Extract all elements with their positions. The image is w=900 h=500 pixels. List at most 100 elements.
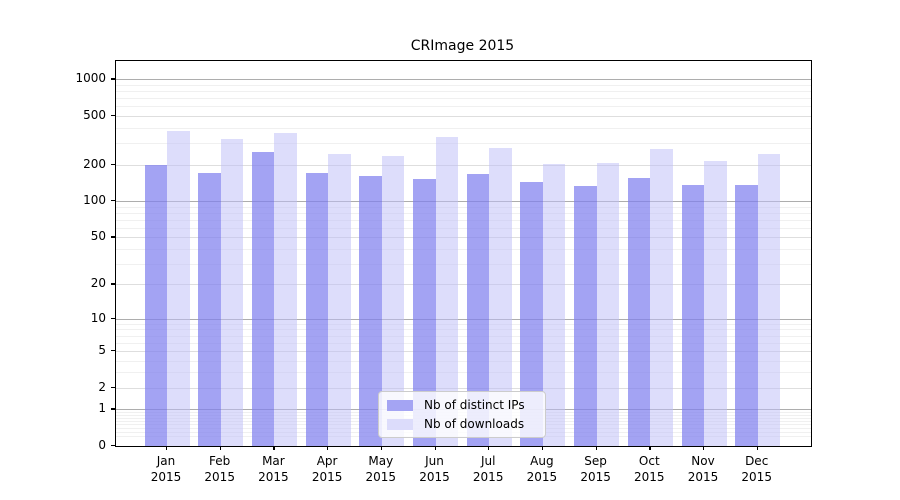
gridline-minor [116, 227, 811, 229]
legend-swatch-ips [387, 399, 413, 411]
bar-dec-ips [735, 185, 758, 446]
gridline-minor [116, 106, 811, 108]
bar-nov-ips [681, 185, 704, 446]
x-tick [649, 446, 651, 450]
legend-swatch-downloads [387, 418, 413, 430]
bar-apr-downloads [328, 154, 351, 446]
y-tick [111, 283, 115, 285]
y-axis: 0 1 2 5 10 20 50 100 200 500 1000 [0, 60, 115, 452]
gridline-minor [116, 323, 811, 325]
year-label: 2015 [258, 470, 289, 484]
bar-may-downloads [381, 156, 405, 446]
bar-sep-ips [574, 186, 597, 446]
x-tick-label-aug: Aug 2015 [527, 453, 558, 485]
gridline-decade [116, 201, 811, 203]
y-tick-label: 100 [83, 193, 106, 208]
gridline-major [116, 116, 811, 118]
gridline-minor [116, 335, 811, 337]
year-label: 2015 [365, 470, 397, 484]
x-tick [434, 446, 436, 450]
year-label: 2015 [741, 470, 772, 484]
bar-mar-ips [251, 152, 275, 446]
year-label: 2015 [526, 470, 558, 484]
chart-title: CRImage 2015 [410, 38, 515, 54]
year-label: 2015 [204, 470, 235, 484]
x-tick [541, 446, 544, 450]
gridline-major [116, 237, 811, 239]
y-tick [111, 408, 115, 410]
year-label: 2015 [472, 470, 504, 484]
x-tick [166, 446, 168, 450]
month-label: Apr [316, 454, 338, 468]
bar-jul-downloads [489, 147, 512, 446]
bar-apr-ips [305, 173, 329, 446]
y-tick [111, 115, 115, 117]
y-tick [111, 200, 115, 202]
month-label: Sep [584, 454, 607, 468]
year-label: 2015 [687, 470, 719, 484]
month-label: May [368, 454, 394, 468]
x-tick-label-feb: Feb 2015 [204, 453, 235, 485]
legend-label-downloads: Nb of downloads [424, 416, 525, 431]
bar-jun-ips [413, 178, 436, 446]
gridline-minor [116, 206, 811, 208]
gridline-major [116, 164, 811, 166]
month-label: Mar [262, 454, 285, 468]
legend-label-ips: Nb of distinct IPs [424, 397, 525, 412]
bar-sep-downloads [596, 163, 620, 446]
x-tick [327, 446, 329, 450]
x-tick-label-nov: Nov 2015 [688, 453, 719, 485]
bar-feb-downloads [220, 138, 244, 446]
month-label: Jan [156, 454, 176, 468]
x-tick [595, 446, 597, 450]
x-tick-label-jun: Jun 2015 [419, 453, 450, 485]
gridline-minor [116, 212, 811, 214]
gridline-minor [116, 219, 811, 221]
bar-jan-ips [144, 164, 167, 446]
gridline-minor [116, 372, 811, 374]
x-tick-label-jan: Jan 2015 [151, 453, 182, 485]
gridline-minor [116, 98, 811, 100]
x-tick-label-oct: Oct 2015 [634, 453, 665, 485]
bar-mar-downloads [274, 132, 297, 446]
bar-jan-downloads [167, 131, 190, 446]
gridline-major [116, 387, 811, 389]
y-tick [111, 317, 115, 320]
y-tick [111, 349, 115, 352]
y-tick-label: 2 [98, 379, 106, 394]
x-tick [756, 446, 758, 450]
x-tick [488, 446, 490, 450]
legend-item-downloads: Nb of downloads [387, 416, 537, 431]
gridline-minor [116, 360, 811, 362]
bar-feb-ips [198, 173, 221, 446]
bar-aug-ips [520, 181, 543, 446]
gridline-decade [116, 79, 811, 81]
x-tick-label-apr: Apr 2015 [312, 453, 343, 485]
x-tick [703, 446, 705, 450]
x-tick [219, 446, 221, 450]
gridline-major [116, 350, 811, 352]
year-label: 2015 [580, 470, 611, 484]
gridline-major [116, 284, 811, 286]
legend: Nb of distinct IPs Nb of downloads [378, 391, 546, 438]
x-axis: Jan 2015 Feb 2015 Mar 2015 Apr 2015 May 2015 Jun 20… [115, 446, 810, 500]
y-tick-label: 500 [83, 108, 106, 123]
bar-aug-downloads [542, 164, 566, 446]
x-tick-label-sep: Sep 2015 [580, 453, 611, 485]
x-tick-label-jul: Jul 2015 [473, 453, 504, 485]
bar-dec-downloads [757, 153, 781, 446]
y-tick-label: 1000 [75, 71, 106, 86]
bar-jun-downloads [435, 136, 458, 446]
y-tick [111, 78, 115, 80]
x-tick [273, 446, 275, 450]
gridline-minor [116, 143, 811, 145]
bar-may-ips [359, 176, 382, 446]
gridline-minor [116, 342, 811, 344]
x-tick [380, 446, 383, 450]
gridline-minor [116, 84, 811, 86]
y-tick [111, 236, 115, 238]
y-tick [111, 445, 115, 447]
y-tick [111, 386, 115, 388]
y-tick-label: 0 [98, 438, 106, 452]
year-label: 2015 [419, 470, 450, 484]
